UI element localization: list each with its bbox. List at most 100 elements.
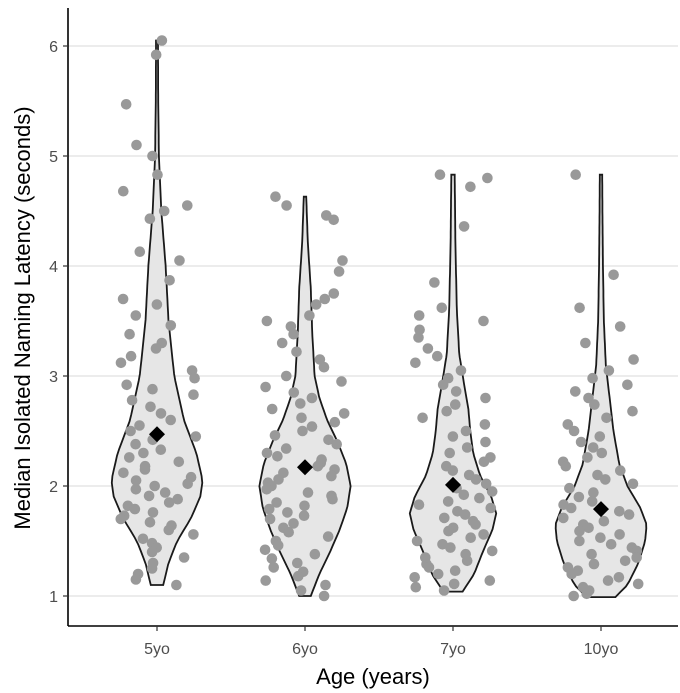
data-point xyxy=(272,540,284,551)
data-point xyxy=(573,491,585,503)
data-point xyxy=(478,315,489,327)
x-tick-label: 10yo xyxy=(584,641,619,658)
data-point xyxy=(479,419,491,430)
data-point xyxy=(259,544,271,556)
data-point xyxy=(158,205,170,217)
data-point xyxy=(600,474,611,485)
data-point xyxy=(455,365,467,376)
data-point xyxy=(411,535,423,547)
data-point xyxy=(147,150,158,162)
data-point xyxy=(188,529,199,540)
data-point xyxy=(413,310,425,321)
data-point xyxy=(283,526,295,538)
data-point xyxy=(152,169,163,180)
data-point xyxy=(144,517,156,528)
data-point xyxy=(130,475,142,486)
data-point xyxy=(310,299,322,310)
data-point xyxy=(465,532,477,543)
data-point xyxy=(422,343,434,354)
mean-marker-10yo xyxy=(593,501,609,518)
data-point xyxy=(159,487,171,498)
data-point xyxy=(155,408,167,419)
data-point xyxy=(605,539,617,550)
data-point xyxy=(120,99,132,110)
data-point xyxy=(447,431,459,442)
data-point xyxy=(581,588,592,600)
data-point xyxy=(631,552,642,563)
data-point xyxy=(588,558,600,570)
data-point xyxy=(150,343,162,354)
data-point xyxy=(442,496,454,507)
data-point xyxy=(331,438,343,450)
data-point xyxy=(291,346,302,358)
y-tick-label: 1 xyxy=(49,589,58,606)
data-point xyxy=(413,499,425,511)
data-point xyxy=(587,372,598,384)
x-tick-label: 5yo xyxy=(144,641,170,658)
data-point xyxy=(583,522,594,534)
data-point xyxy=(587,442,599,453)
data-point xyxy=(627,405,638,417)
data-point xyxy=(163,497,175,508)
violin-6yo xyxy=(258,195,352,597)
y-tick-label: 4 xyxy=(49,259,58,276)
data-point xyxy=(623,509,635,520)
data-point xyxy=(614,321,626,332)
data-point xyxy=(474,492,485,504)
data-point xyxy=(470,474,482,485)
data-point xyxy=(570,386,581,397)
data-point xyxy=(574,535,585,547)
data-point xyxy=(273,474,284,485)
data-point xyxy=(188,389,199,401)
data-point xyxy=(580,337,591,349)
data-point xyxy=(165,414,176,426)
data-point xyxy=(478,529,489,540)
data-point xyxy=(486,486,498,497)
data-point xyxy=(461,555,473,567)
data-point xyxy=(570,169,581,180)
mean-marker-5yo xyxy=(149,426,165,443)
data-point xyxy=(172,493,183,505)
data-point xyxy=(147,507,159,518)
data-point xyxy=(615,465,626,476)
data-point xyxy=(441,405,453,417)
data-point xyxy=(137,533,149,545)
data-point xyxy=(292,557,303,569)
data-point xyxy=(445,542,456,553)
data-point xyxy=(622,379,633,391)
data-point xyxy=(292,570,304,582)
data-point xyxy=(138,447,149,459)
data-point xyxy=(336,376,347,387)
data-point xyxy=(295,585,307,596)
data-point xyxy=(565,502,577,514)
data-point xyxy=(318,361,330,373)
data-point xyxy=(260,381,271,393)
data-point xyxy=(260,575,272,586)
data-point xyxy=(134,246,146,257)
data-point xyxy=(306,392,318,404)
data-point xyxy=(304,310,315,321)
data-point xyxy=(173,456,185,468)
data-point xyxy=(337,255,348,266)
jitter-points xyxy=(115,35,644,602)
data-point xyxy=(266,403,278,415)
data-point xyxy=(145,401,156,413)
data-point xyxy=(449,565,461,576)
data-point xyxy=(296,412,307,424)
data-point xyxy=(480,436,491,448)
data-point xyxy=(329,416,341,428)
x-tick-label: 7yo xyxy=(440,641,466,658)
axes xyxy=(67,8,678,627)
data-point xyxy=(450,399,461,410)
data-point xyxy=(130,574,142,585)
data-point xyxy=(117,293,129,305)
data-point xyxy=(125,425,136,437)
data-point xyxy=(444,447,456,459)
data-point xyxy=(298,510,310,521)
data-point xyxy=(614,506,625,517)
data-point xyxy=(155,444,167,456)
data-point xyxy=(164,275,175,286)
data-point xyxy=(328,214,340,226)
data-point xyxy=(338,408,350,419)
data-point xyxy=(320,579,331,591)
